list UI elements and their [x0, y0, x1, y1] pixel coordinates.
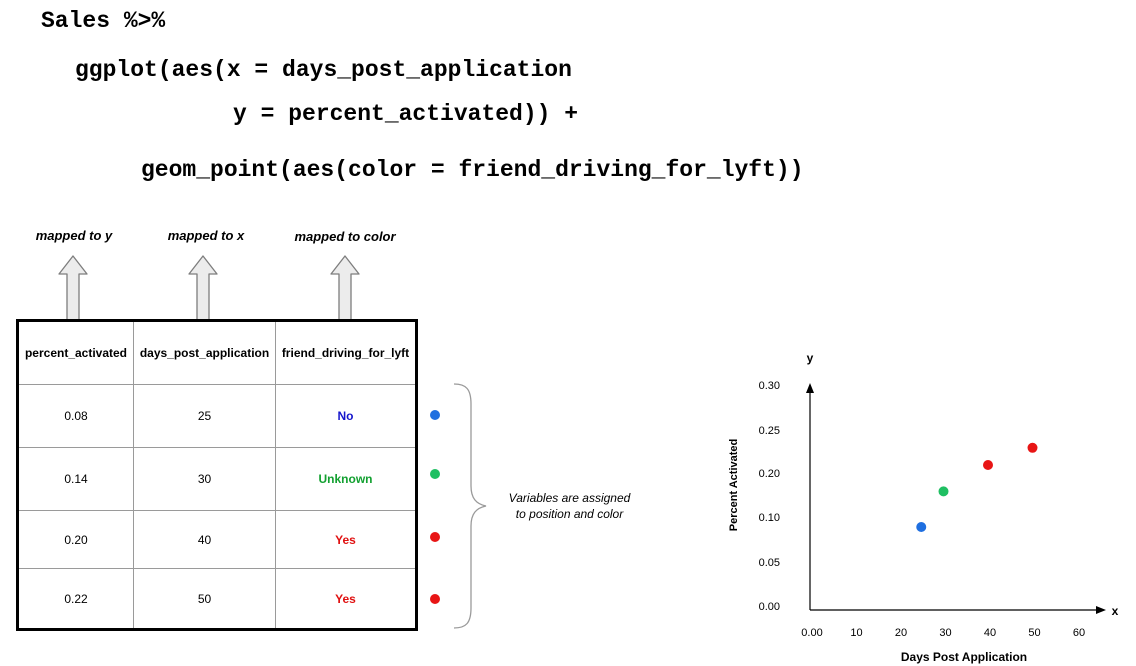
color-dot	[430, 594, 440, 604]
table-header-row: percent_activated days_post_application …	[17, 320, 417, 385]
cell-days-post-application: 50	[133, 568, 276, 630]
cell-friend-driving: Yes	[275, 568, 417, 630]
cell-days-post-application: 40	[133, 510, 276, 569]
curly-brace	[453, 383, 487, 629]
cell-percent-activated: 0.14	[17, 447, 134, 511]
y-tick-label: 0.25	[759, 425, 780, 437]
color-dot	[430, 532, 440, 542]
mapped-to-x-label: mapped to x	[167, 228, 245, 243]
code-line-2: ggplot(aes(x = days_post_application	[75, 57, 572, 83]
code-line-4: geom_point(aes(color = friend_driving_fo…	[141, 157, 804, 183]
mapped-to-y-label: mapped to y	[35, 228, 113, 243]
header-days-post-application: days_post_application	[133, 320, 276, 385]
y-axis-arrowhead-icon	[806, 383, 814, 393]
mapped-to-color-label: mapped to color	[294, 229, 396, 244]
header-friend-driving-for-lyft: friend_driving_for_lyft	[275, 320, 417, 385]
table-row: 0.08 25 No	[17, 384, 417, 448]
scatter-point	[938, 486, 949, 497]
scatter-point	[916, 522, 927, 532]
cell-percent-activated: 0.08	[17, 384, 134, 448]
color-dot	[430, 410, 440, 420]
y-axis-letter: y	[807, 351, 814, 365]
cell-friend-driving: Unknown	[275, 447, 417, 511]
data-table: percent_activated days_post_application …	[16, 319, 418, 631]
brace-note-line-1: Variables are assigned	[508, 491, 631, 505]
table-row: 0.14 30 Unknown	[17, 447, 417, 511]
header-percent-activated: percent_activated	[17, 320, 134, 385]
table-row: 0.22 50 Yes	[17, 568, 417, 630]
x-axis-letter: x	[1112, 604, 1119, 618]
cell-percent-activated: 0.22	[17, 568, 134, 630]
table-row: 0.20 40 Yes	[17, 510, 417, 569]
x-tick-label: 60	[1073, 627, 1085, 639]
cell-friend-driving: Yes	[275, 510, 417, 569]
x-tick-label: 20	[895, 627, 907, 639]
cell-days-post-application: 30	[133, 447, 276, 511]
y-tick-label: 0.30	[759, 380, 780, 392]
x-axis-arrowhead-icon	[1096, 606, 1106, 614]
cell-friend-driving: No	[275, 384, 417, 448]
y-tick-label: 0.20	[759, 468, 780, 480]
x-tick-label: 30	[939, 627, 951, 639]
x-tick-label: 50	[1028, 627, 1040, 639]
y-tick-label: 0.05	[759, 557, 780, 569]
code-line-3: y = percent_activated)) +	[233, 101, 579, 127]
color-dot	[430, 469, 440, 479]
y-axis-title: Percent Activated	[728, 439, 740, 532]
scatter-point	[983, 460, 993, 470]
y-tick-label: 0.00	[759, 601, 780, 613]
code-line-1: Sales %>%	[41, 8, 166, 34]
x-axis-title: Days Post Application	[901, 650, 1027, 664]
scatter-point	[1027, 442, 1038, 453]
scatter-chart: 0.00 0.05 0.10 0.20 0.25 0.30 0.00 10 20 30 40 50 6…	[728, 351, 1119, 664]
brace-note: Variables are assigned to position and c…	[492, 490, 647, 522]
cell-percent-activated: 0.20	[17, 510, 134, 569]
x-tick-label: 10	[850, 627, 862, 639]
cell-days-post-application: 25	[133, 384, 276, 448]
brace-note-line-2: to position and color	[515, 507, 624, 521]
x-tick-label: 40	[984, 627, 996, 639]
y-tick-label: 0.10	[759, 512, 780, 524]
x-tick-label: 0.00	[801, 627, 822, 639]
